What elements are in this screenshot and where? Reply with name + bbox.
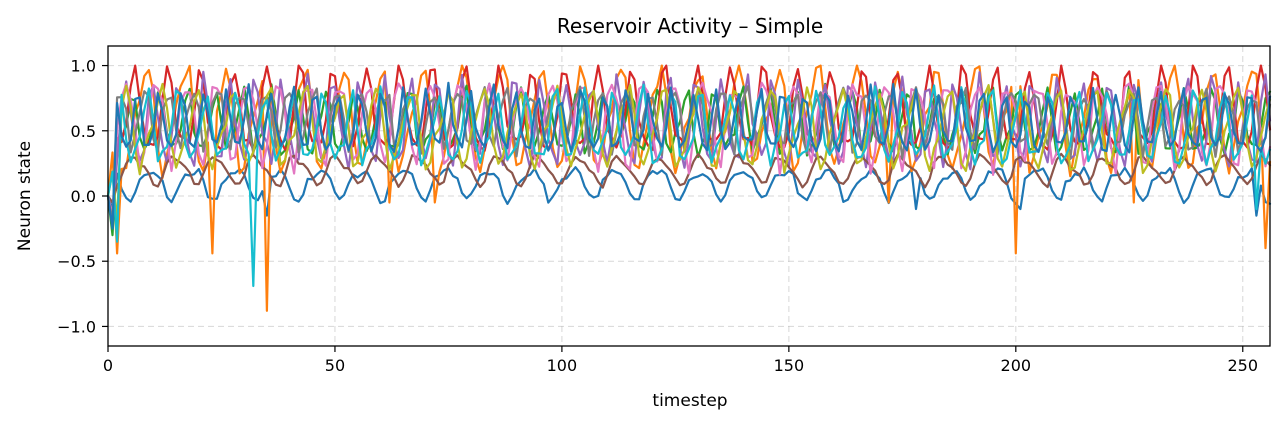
x-tick-label: 200	[1001, 356, 1032, 375]
y-axis: −1.0 −0.5 0.0 0.5 1.0	[57, 57, 108, 336]
y-axis-label: Neuron state	[15, 141, 35, 251]
y-tick-label: −0.5	[57, 252, 96, 271]
x-tick-label: 0	[103, 356, 113, 375]
series-line-5	[106, 70, 1272, 224]
x-tick-label: 250	[1227, 356, 1258, 375]
y-tick-label: 0.5	[71, 122, 96, 141]
series-line-1	[106, 166, 1272, 217]
y-tick-label: −1.0	[57, 317, 96, 336]
x-tick-label: 50	[325, 356, 345, 375]
x-tick-label: 150	[774, 356, 805, 375]
y-tick-label: 0.0	[71, 187, 96, 206]
x-tick-label: 100	[547, 356, 578, 375]
chart-title: Reservoir Activity – Simple	[557, 14, 823, 38]
y-tick-label: 1.0	[71, 57, 96, 76]
x-axis: 0 50 100 150 200 250	[103, 346, 1258, 375]
x-axis-label: timestep	[652, 391, 727, 411]
series-group	[106, 64, 1272, 312]
series-line-11	[106, 81, 1272, 230]
